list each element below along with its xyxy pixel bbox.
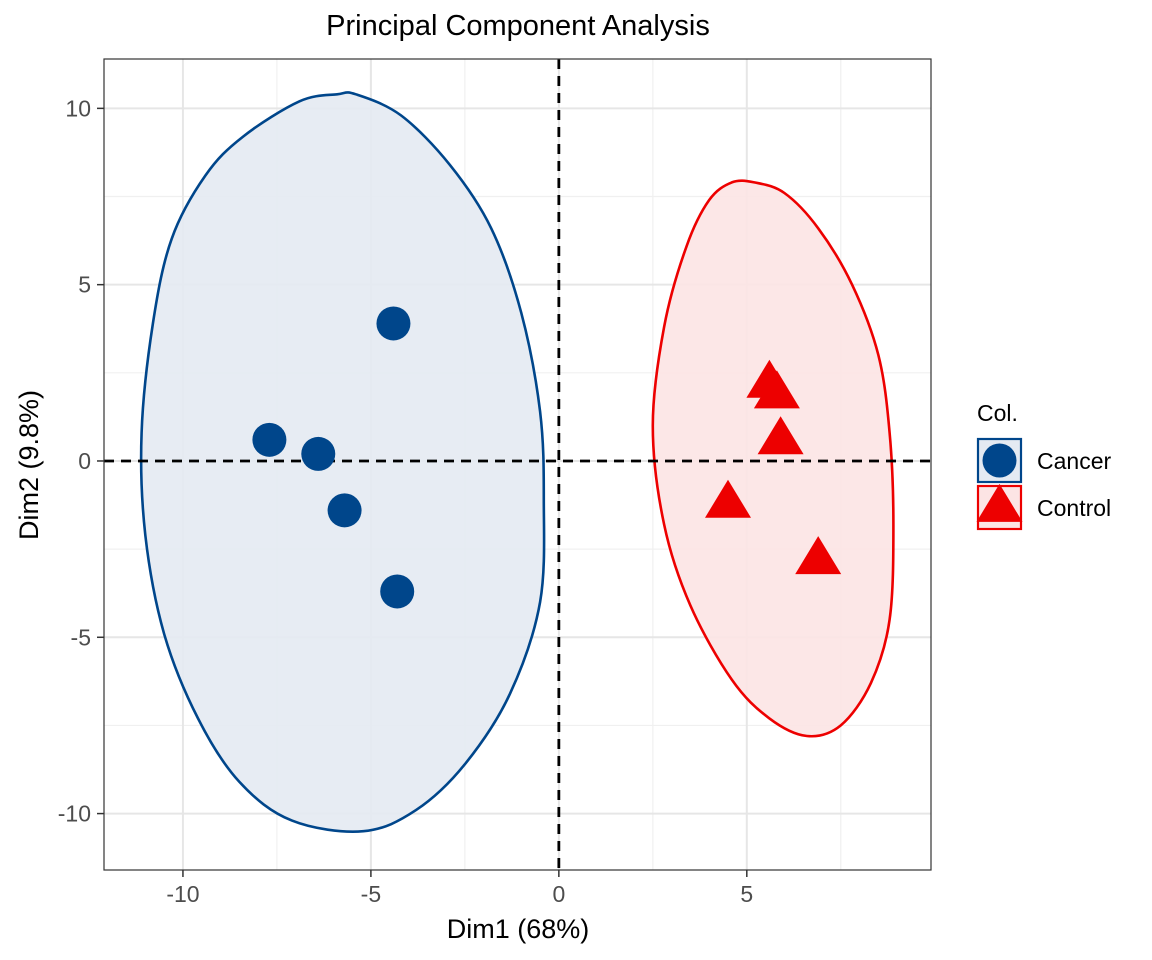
legend-label-cancer: Cancer <box>1037 448 1111 474</box>
x-axis-title: Dim1 (68%) <box>447 914 590 944</box>
control-point <box>795 536 842 575</box>
control-point <box>753 370 800 409</box>
legend-key-cancer <box>976 437 1023 484</box>
x-axis-ticks: -10 -5 0 5 <box>166 870 753 907</box>
control-point <box>705 479 751 518</box>
chart-title: Principal Component Analysis <box>326 10 710 42</box>
legend-key-triangle-icon <box>976 483 1023 522</box>
cancer-point <box>252 422 287 457</box>
x-tick-label: 0 <box>552 881 565 907</box>
cancer-point <box>327 493 362 528</box>
cancer-point <box>380 574 415 609</box>
y-axis-ticks: -10 -5 0 5 10 <box>58 95 104 827</box>
y-tick-label: 5 <box>78 272 91 298</box>
y-tick-label: 0 <box>78 448 91 474</box>
cancer-point <box>301 436 336 471</box>
control-point <box>757 416 804 455</box>
x-tick-label: 5 <box>740 881 753 907</box>
y-tick-label: 10 <box>65 95 91 121</box>
plot-panel-border <box>103 58 932 871</box>
cancer-point <box>376 306 411 341</box>
legend-key-circle-icon <box>982 443 1017 478</box>
data-points <box>252 306 842 609</box>
x-tick-label: -10 <box>166 881 199 907</box>
legend: Col. Cancer Control <box>976 400 1111 531</box>
confidence-ellipse-control <box>651 179 895 738</box>
y-tick-label: -10 <box>58 801 91 827</box>
y-tick-label: -5 <box>71 624 91 650</box>
legend-key-control <box>976 483 1023 531</box>
legend-label-control: Control <box>1037 495 1111 521</box>
x-tick-label: -5 <box>361 881 381 907</box>
legend-title: Col. <box>977 400 1018 426</box>
reference-lines <box>104 59 931 870</box>
y-axis-title: Dim2 (9.8%) <box>14 390 44 540</box>
